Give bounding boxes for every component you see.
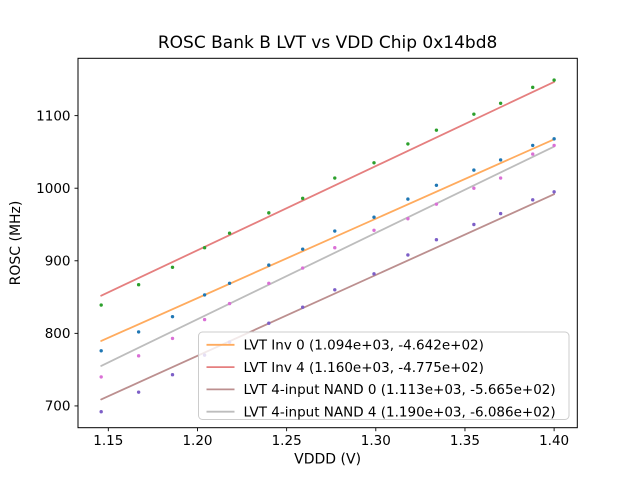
fit-line xyxy=(100,193,556,401)
data-point xyxy=(498,158,503,162)
plot-area xyxy=(99,78,556,414)
data-point xyxy=(372,272,376,276)
data-point xyxy=(498,101,503,105)
data-point xyxy=(531,198,535,202)
data-point xyxy=(434,238,439,242)
x-tick-label: 1.15 xyxy=(93,433,123,449)
data-point xyxy=(99,410,103,414)
data-point xyxy=(99,375,103,379)
x-tick-label: 1.30 xyxy=(361,433,391,449)
data-point xyxy=(227,281,232,285)
data-point xyxy=(552,137,556,141)
legend-entry-label: LVT 4-input NAND 4 (1.190e+03, -6.086e+0… xyxy=(244,405,556,421)
data-point xyxy=(498,176,503,180)
data-point xyxy=(300,247,305,251)
data-point xyxy=(472,168,476,172)
data-point xyxy=(333,176,337,180)
data-point xyxy=(202,293,207,297)
data-point xyxy=(406,197,410,201)
data-point xyxy=(300,266,305,270)
data-point xyxy=(267,281,271,285)
data-point xyxy=(136,283,141,287)
data-point xyxy=(372,215,376,219)
data-point xyxy=(434,128,439,132)
data-point xyxy=(170,314,175,319)
data-point xyxy=(333,288,337,292)
fit-line xyxy=(100,145,556,367)
data-point xyxy=(406,253,410,257)
y-tick-label: 900 xyxy=(45,254,71,270)
y-tick-label: 700 xyxy=(45,399,71,415)
data-point xyxy=(434,183,439,188)
data-point xyxy=(372,161,376,165)
data-point xyxy=(552,143,556,148)
legend-entry-label: LVT 4-input NAND 0 (1.113e+03, -5.665e+0… xyxy=(244,382,556,398)
fit-line xyxy=(100,80,556,297)
y-tick-label: 1000 xyxy=(36,181,70,197)
legend-entry-label: LVT Inv 4 (1.160e+03, -4.775e+02) xyxy=(244,360,484,376)
data-point xyxy=(552,78,556,82)
data-point xyxy=(170,265,175,270)
axes-frame xyxy=(77,57,578,429)
x-tick-label: 1.40 xyxy=(539,433,569,449)
data-point xyxy=(333,246,337,250)
data-point xyxy=(202,246,207,250)
data-point xyxy=(406,142,410,146)
chart-title: ROSC Bank B LVT vs VDD Chip 0x14bd8 xyxy=(158,33,497,53)
data-point xyxy=(227,301,232,306)
axis-ticks: 1.15 1.20 1.25 1.30 1.35 1.40 700 800 900 1000 110… xyxy=(36,108,569,449)
legend: LVT Inv 0 (1.094e+03, -4.642e+02) LVT Inv… xyxy=(198,331,570,421)
x-tick-label: 1.20 xyxy=(182,433,212,449)
data-point xyxy=(300,305,305,309)
x-tick-label: 1.35 xyxy=(450,433,480,449)
data-point xyxy=(333,229,337,233)
data-point xyxy=(202,317,207,322)
data-point xyxy=(267,321,271,325)
data-point xyxy=(498,211,503,216)
data-point xyxy=(136,330,141,334)
x-tick-label: 1.25 xyxy=(272,433,302,449)
data-point xyxy=(267,211,271,215)
data-point xyxy=(531,152,535,156)
data-point xyxy=(372,228,376,232)
data-point xyxy=(227,231,232,235)
data-point xyxy=(472,222,476,227)
y-tick-label: 800 xyxy=(45,326,71,342)
legend-box xyxy=(198,331,570,420)
fit-line xyxy=(100,138,556,342)
y-axis-label: ROSC (MHz) xyxy=(8,201,24,286)
legend-entry-label: LVT Inv 0 (1.094e+03, -4.642e+02) xyxy=(244,338,484,354)
data-point xyxy=(531,143,535,148)
data-point xyxy=(136,390,141,394)
data-point xyxy=(434,202,439,206)
data-point xyxy=(170,336,175,341)
data-point xyxy=(552,190,556,194)
data-point xyxy=(99,303,103,307)
data-point xyxy=(472,186,476,190)
data-point xyxy=(99,349,103,353)
y-tick-label: 1100 xyxy=(36,108,70,124)
data-point xyxy=(267,263,271,267)
data-point xyxy=(170,373,175,377)
data-point xyxy=(531,85,535,90)
x-axis-label: VDDD (V) xyxy=(294,452,361,468)
data-point xyxy=(406,216,410,221)
data-point xyxy=(300,196,305,201)
data-point xyxy=(136,354,141,358)
data-point xyxy=(472,112,476,116)
